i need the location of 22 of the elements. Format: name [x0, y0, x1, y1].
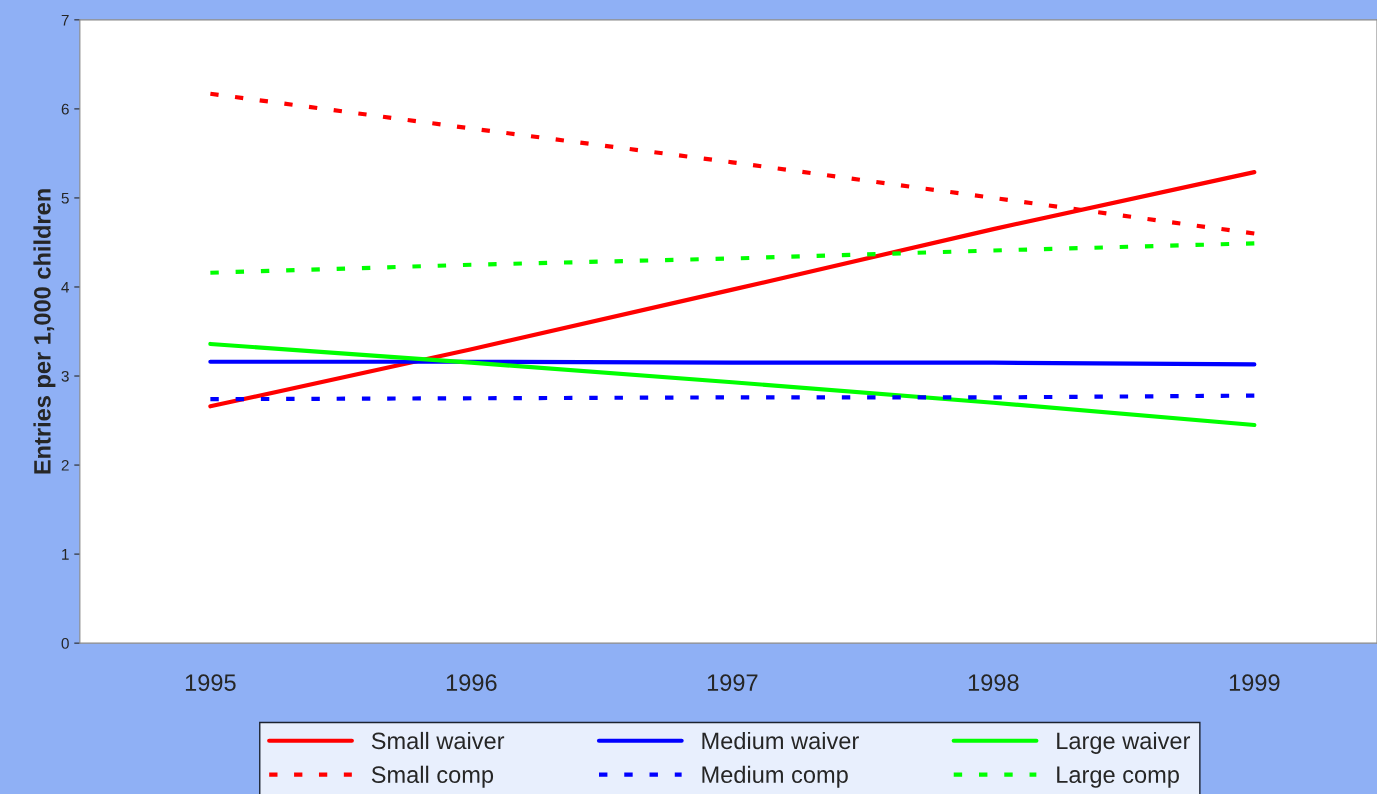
y-tick-label: 2 — [61, 459, 69, 471]
y-tick-label: 0 — [61, 638, 69, 649]
y-tick-label: 4 — [61, 282, 69, 293]
x-tick-label: 1995 — [185, 674, 236, 692]
line-series — [208, 241, 1257, 275]
line-series — [208, 341, 1257, 428]
y-tick-label: 3 — [61, 370, 69, 382]
y-axis-title: Entries per 1,000 children — [33, 189, 56, 474]
y-tick-label: 6 — [61, 103, 69, 115]
legend-label: Medium comp — [702, 765, 848, 788]
legend-label: Small comp — [371, 765, 494, 788]
x-tick-label: 1997 — [707, 674, 758, 692]
legend-label: Small waiver — [371, 731, 505, 750]
legend-label: Large comp — [1057, 766, 1179, 788]
y-tick-label: 1 — [62, 549, 69, 560]
x-tick-label: 1996 — [446, 674, 497, 692]
y-tick-label: 5 — [61, 192, 69, 204]
legend-label: Medium waiver — [702, 731, 859, 750]
x-tick-label: 1999 — [1229, 674, 1280, 692]
y-tick-label: 7 — [61, 14, 69, 26]
legend-label: Large waiver — [1057, 731, 1191, 754]
x-tick-label: 1998 — [968, 674, 1019, 692]
